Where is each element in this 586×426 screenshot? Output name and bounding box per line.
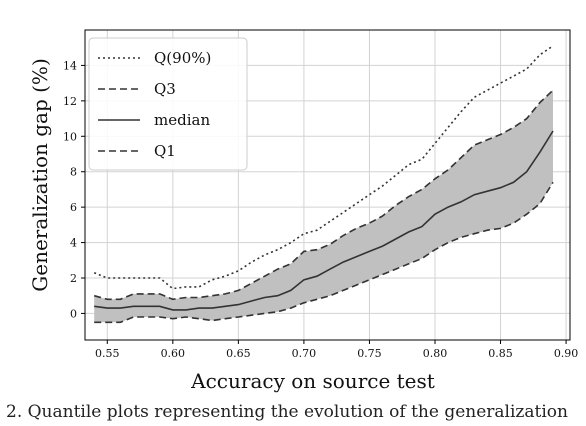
x-tick-label: 0.85 [488,347,513,360]
iqr-band-area [94,90,553,323]
legend-label: Q3 [154,80,176,98]
series-line-median [94,130,554,311]
x-tick-label: 0.75 [357,347,382,360]
y-tick-label: 2 [70,272,77,285]
iqr-band [94,90,553,323]
series-line-q1 [94,181,554,324]
legend-box [88,37,248,171]
y-tick-label: 0 [70,307,77,320]
series-line-q-90 [93,45,554,290]
plot-frame [84,29,571,341]
legend: Q(90%) Q3 median Q1 [88,37,248,171]
legend-label: median [154,111,210,129]
y-tick-label: 8 [70,166,77,179]
x-tick-label: 0.65 [226,347,251,360]
x-axis-title: Accuracy on source test [190,369,435,393]
y-axis-title: Generalization gap (%) [28,58,52,291]
x-tick-label: 0.60 [161,347,186,360]
x-tick-label: 0.55 [95,347,120,360]
axis-ticks: 0.55 0.60 0.65 0.70 0.75 0.80 0.85 0.90 0 2 4 6 8 10 1… [63,59,578,360]
y-tick-label: 10 [63,130,77,143]
figure-caption: 2. Quantile plots representing the evolu… [6,402,568,422]
y-tick-label: 12 [63,95,77,108]
legend-label: Q(90%) [154,49,211,67]
series-lines [93,45,554,324]
legend-label: Q1 [154,142,176,160]
x-tick-label: 0.80 [423,347,448,360]
y-tick-label: 14 [63,59,77,72]
x-tick-label: 0.70 [292,347,317,360]
y-tick-label: 4 [70,237,77,250]
x-tick-label: 0.90 [554,347,579,360]
y-tick-label: 6 [70,201,77,214]
series-line-q3 [93,89,554,301]
